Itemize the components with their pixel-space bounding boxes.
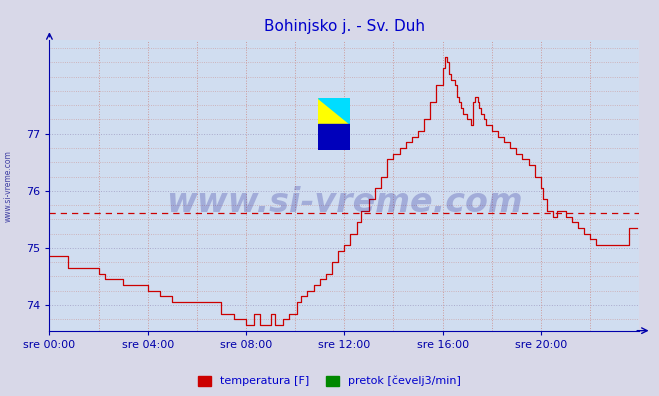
Bar (318, 124, 350, 150)
Polygon shape (318, 98, 334, 124)
Title: Bohinjsko j. - Sv. Duh: Bohinjsko j. - Sv. Duh (264, 19, 425, 34)
Polygon shape (318, 98, 350, 124)
Polygon shape (334, 98, 350, 124)
Text: www.si-vreme.com: www.si-vreme.com (3, 150, 13, 222)
Text: www.si-vreme.com: www.si-vreme.com (166, 186, 523, 219)
Legend: temperatura [F], pretok [čevelj3/min]: temperatura [F], pretok [čevelj3/min] (198, 376, 461, 386)
Polygon shape (318, 98, 350, 124)
